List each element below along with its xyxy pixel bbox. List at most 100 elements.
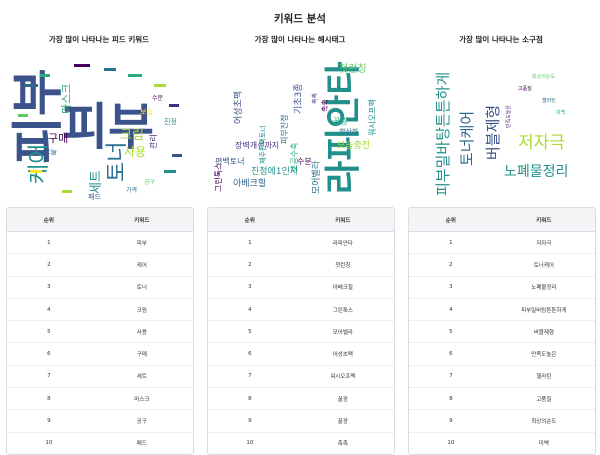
keyword-cell: 최상의순도 [492, 409, 595, 433]
cloud-word: 피부밀바탕튼튼하게 [434, 72, 452, 196]
cloud-word: 피부진정 [279, 115, 289, 144]
cloud-word: 크림 [120, 128, 144, 143]
cloud-word: 미백 [556, 109, 566, 116]
rank-cell: 3 [409, 275, 493, 299]
keyword-cell: 그린톡스 [291, 297, 394, 321]
table-row: 1 피부 [7, 232, 193, 254]
rank-cell: 7 [7, 364, 91, 388]
table-row: 5 버블제형 [409, 320, 595, 343]
table-row: 7 워시오프팩 [208, 364, 394, 388]
keyword-header: 키워드 [291, 208, 394, 232]
keyword-cell: 촉촉 [291, 431, 394, 454]
table-row: 3 아베크힐 [208, 275, 394, 299]
rank-cell: 3 [7, 275, 91, 299]
rank-cell: 8 [208, 387, 292, 410]
table-row: 6 어성초팩 [208, 342, 394, 366]
keyword-cell: 피부 [136, 240, 147, 247]
cloud-word: 피부 [62, 98, 154, 156]
table-row: 8 꿀광 [208, 387, 394, 410]
keyword-cell: 마스크 [90, 387, 193, 410]
keyword-cell: 노폐물정리 [492, 275, 595, 299]
cloud-word: 케어 [27, 144, 52, 184]
cloud-word: 수분 [152, 95, 164, 102]
cloud-word: 보습 [140, 107, 153, 116]
cloud-word: 토너 [105, 142, 130, 182]
rank-cell: 7 [409, 364, 493, 388]
keyword-cell: 모어벨라 [291, 320, 394, 343]
table-row: 5 모어벨라 [208, 320, 394, 343]
cloud-word: 편백토너 [215, 156, 244, 166]
page-title: 키워드 분석 [274, 13, 326, 25]
rank-cell: 6 [208, 342, 292, 366]
selling-points-table: 순위 키워드 1 저자극 2 토너케어 3 노폐물정리 4 피부밀바탕튼튼하게 5 버블제… [408, 207, 596, 455]
keyword-cell: 꿀광 [291, 409, 394, 433]
cloud-word: 마스크 [60, 84, 73, 114]
cloud-word: 젤라틴 [542, 97, 556, 104]
keyword-cell: 케어 [90, 253, 193, 277]
rank-cell: 5 [409, 320, 493, 343]
table-row: 5 사용 [7, 320, 193, 343]
cloud-word: 장벽개선까지 [235, 140, 279, 150]
rank-cell: 6 [7, 342, 91, 366]
cloud-word: 모어벨라 [311, 160, 322, 194]
cloud-word: 기초3종 [293, 83, 304, 114]
rank-header: 순위 [208, 208, 292, 232]
cloud-word: 아베크힐 [233, 177, 266, 189]
rank-cell: 7 [208, 364, 292, 388]
rank-cell: 1 [47, 239, 51, 246]
cloud-word: 노폐물정리 [504, 164, 568, 180]
keyword-cell: 토너케어 [492, 253, 595, 277]
keyword-cell: 크림 [90, 297, 193, 321]
keyword-cell: 미백 [492, 431, 595, 454]
cloud-word: 워시오프팩 [367, 99, 377, 136]
rank-cell: 10 [409, 431, 493, 454]
keyword-cell: 저자극 [536, 240, 552, 247]
cloud-word: 보습충전 [337, 140, 370, 151]
table-row: 10 촉촉 [208, 431, 394, 454]
feed-keywords-wordcloud: 피부 피부 케어 토너 크림 사용 세트 구매 마스크 관리 패드 공구 가격 … [4, 44, 194, 200]
rank-cell: 4 [409, 297, 493, 321]
rank-cell: 2 [409, 253, 493, 277]
table-row: 7 세트 [7, 364, 193, 388]
cloud-word: 수분 [297, 157, 312, 166]
table-row: 4 그린톡스 [208, 297, 394, 321]
keyword-cell: 만족도높은 [492, 342, 595, 366]
cloud-word: 최상의순도 [532, 73, 555, 80]
keyword-cell: 라피안타 [332, 240, 353, 247]
rank-cell: 3 [208, 275, 292, 299]
keyword-header: 키워드 [492, 208, 595, 232]
hashtag-table: 순위 키워드 1 라피안타 2 첫런칭 3 아베크힐 4 그린톡스 5 모어벨라 6 어성초… [207, 207, 395, 455]
rank-cell: 2 [7, 253, 91, 277]
rank-cell: 9 [208, 409, 292, 433]
keyword-cell: 세트 [90, 364, 193, 388]
keyword-cell: 사용 [90, 320, 193, 343]
cloud-word: 공구 [144, 179, 156, 186]
rank-cell: 8 [409, 387, 493, 410]
cloud-word: 어성초팩 [233, 91, 244, 124]
table-row: 7 젤라틴 [409, 364, 595, 388]
cloud-word: 만족도높은 [505, 105, 512, 128]
keyword-cell: 젤라틴 [492, 364, 595, 388]
cloud-word: 첫런칭 [339, 63, 367, 75]
keyword-cell: 어성초팩 [291, 342, 394, 366]
rank-cell: 5 [208, 320, 292, 343]
keyword-cell: 고품질 [492, 387, 595, 410]
table-row: 4 피부밀바탕튼튼하게 [409, 297, 595, 321]
cloud-word: 오늘 [44, 148, 57, 156]
rank-cell: 2 [208, 253, 292, 277]
cloud-word: 라피안타 [323, 62, 364, 194]
feed-keywords-heading: 가장 많이 나타나는 피드 키워드 [48, 35, 150, 44]
rank-cell: 9 [409, 409, 493, 433]
hashtag-heading: 가장 많이 나타나는 해시태그 [254, 35, 346, 44]
table-row: 2 토너케어 [409, 253, 595, 277]
table-row: 10 패드 [7, 431, 193, 454]
table-row: 3 토너 [7, 275, 193, 299]
cloud-word: 고품질 [518, 85, 532, 92]
table-row: 1 라피안타 [208, 232, 394, 254]
cloud-word: 향산하 [339, 127, 359, 136]
rank-cell: 4 [208, 297, 292, 321]
table-row: 4 크림 [7, 297, 193, 321]
cloud-word: 구매 [48, 132, 68, 145]
keyword-cell: 첫런칭 [291, 253, 394, 277]
table-row: 9 꿀광 [208, 409, 394, 433]
